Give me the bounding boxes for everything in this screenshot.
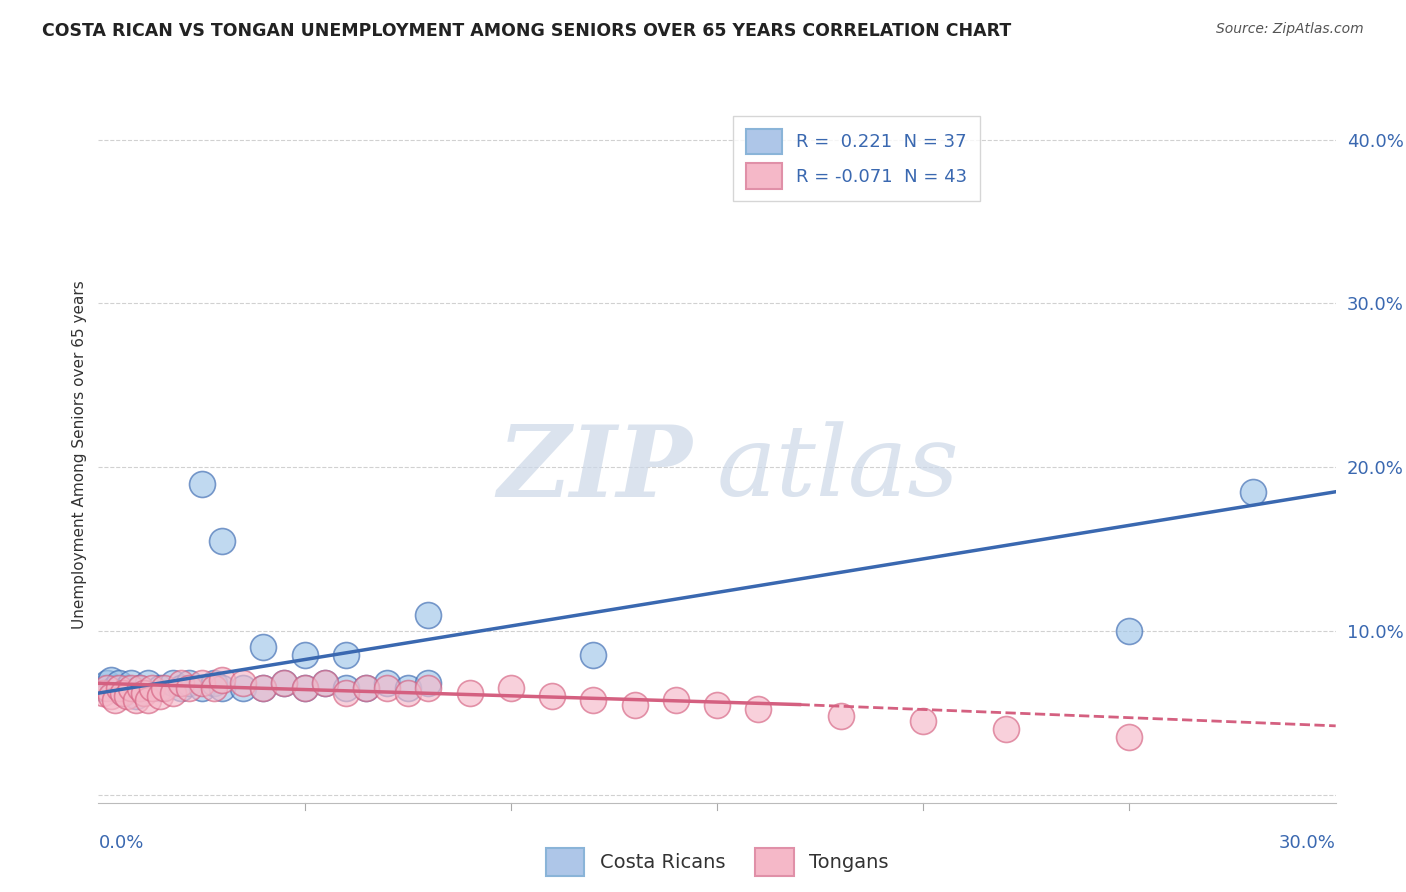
Point [232,676,254,690]
Point [273,676,295,690]
Legend: Costa Ricans, Tongans: Costa Ricans, Tongans [537,840,897,884]
Point [375,681,398,696]
Point [1118,624,1140,638]
Point [747,702,769,716]
Point [170,676,193,690]
Point [211,681,233,696]
Point [294,681,316,696]
Point [141,681,163,696]
Point [418,676,440,690]
Point [665,692,688,706]
Point [100,673,122,687]
Point [273,676,295,690]
Point [706,698,728,712]
Point [335,681,357,696]
Point [994,722,1017,736]
Point [335,686,357,700]
Text: COSTA RICAN VS TONGAN UNEMPLOYMENT AMONG SENIORS OVER 65 YEARS CORRELATION CHART: COSTA RICAN VS TONGAN UNEMPLOYMENT AMONG… [42,22,1011,40]
Point [232,681,254,696]
Point [252,681,274,696]
Point [418,681,440,696]
Point [132,686,155,700]
Point [830,709,852,723]
Point [1241,484,1264,499]
Point [179,681,201,696]
Text: Source: ZipAtlas.com: Source: ZipAtlas.com [1216,22,1364,37]
Point [124,690,146,704]
Point [1118,731,1140,745]
Point [128,681,150,696]
Point [356,681,378,696]
Point [541,690,564,704]
Point [96,676,118,690]
Point [108,681,131,696]
Point [100,690,122,704]
Point [162,676,184,690]
Point [112,686,135,700]
Point [120,676,142,690]
Point [128,681,150,696]
Point [149,690,172,704]
Point [190,681,212,696]
Point [117,690,139,704]
Point [458,686,481,700]
Point [190,476,212,491]
Text: ZIP: ZIP [498,421,692,517]
Point [582,692,605,706]
Point [623,698,645,712]
Point [136,676,159,690]
Point [294,681,316,696]
Point [112,686,135,700]
Point [179,676,201,690]
Point [120,681,142,696]
Point [375,676,398,690]
Point [314,676,336,690]
Point [136,692,159,706]
Point [582,648,605,663]
Point [418,607,440,622]
Point [252,640,274,655]
Point [211,673,233,687]
Point [104,681,127,696]
Point [396,681,419,696]
Point [252,681,274,696]
Point [108,676,131,690]
Y-axis label: Unemployment Among Seniors over 65 years: Unemployment Among Seniors over 65 years [72,281,87,629]
Point [190,676,212,690]
Point [202,681,225,696]
Point [356,681,378,696]
Point [499,681,522,696]
Text: 0.0%: 0.0% [98,834,143,852]
Point [294,648,316,663]
Point [162,686,184,700]
Point [202,676,225,690]
Point [912,714,935,728]
Point [170,681,193,696]
Point [396,686,419,700]
Point [211,533,233,548]
Point [335,648,357,663]
Point [124,692,146,706]
Point [314,676,336,690]
Point [153,681,176,696]
Text: atlas: atlas [717,421,960,516]
Point [91,681,114,696]
Point [117,681,139,696]
Point [91,686,114,700]
Point [104,692,127,706]
Point [96,681,118,696]
Point [149,681,172,696]
Text: 30.0%: 30.0% [1279,834,1336,852]
